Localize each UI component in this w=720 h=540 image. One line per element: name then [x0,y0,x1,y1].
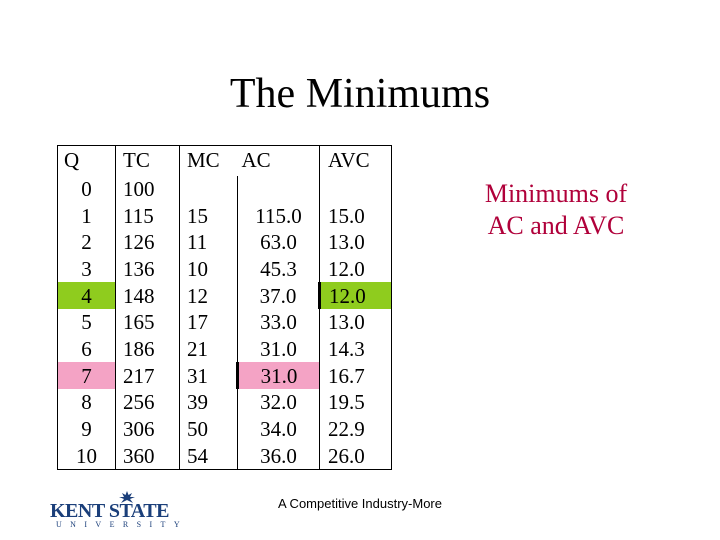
logo-flame-icon [119,491,135,503]
cell-q: 4 [57,282,116,310]
cell-ac: 31.0 [237,335,320,363]
cell-avc: 15.0 [319,202,392,230]
cell-q: 0 [57,175,116,203]
cell-q: 10 [57,442,116,471]
header-tc: TC [115,144,180,176]
cell-avc: 12.0 [319,255,392,283]
cell-avc: 19.5 [319,388,392,416]
cell-tc: 115 [115,202,180,230]
cell-tc: 100 [115,175,180,203]
cell-mc: 50 [179,415,238,443]
cell-ac: 33.0 [237,309,320,336]
cell-mc: 21 [179,335,238,363]
logo-wordmark: KENT STATE [50,500,169,522]
slide-title: The Minimums [229,71,491,117]
table-row: 10 360 54 36.0 26.0 [57,442,392,471]
header-mc: MC [179,144,238,176]
cell-tc: 186 [115,335,180,363]
table-row: 1 115 15 115.0 15.0 [57,202,392,230]
cell-tc: 148 [115,282,180,310]
cell-mc: 54 [179,442,238,471]
cell-q: 1 [57,202,116,230]
cell-avc [319,175,392,203]
slide-footer: A Competitive Industry-More [277,496,442,511]
table-row: 7 217 31 31.0 16.7 [57,362,392,389]
cost-table: Q TC MC AC AVC 0 100 1 115 15 115.0 15.0 2 126 11… [57,144,392,471]
cell-mc: 31 [179,362,238,389]
cell-avc: 12.0 [318,282,392,310]
cell-ac: 36.0 [237,442,320,471]
cell-q: 9 [57,415,116,443]
cell-avc: 14.3 [319,335,392,363]
table-row: 2 126 11 63.0 13.0 [57,229,392,256]
cell-avc: 26.0 [319,442,392,471]
table-row: 4 148 12 37.0 12.0 [57,282,392,310]
cell-ac [237,175,320,203]
cell-mc: 15 [179,202,238,230]
cell-mc: 17 [179,309,238,336]
cell-mc: 10 [179,255,238,283]
cell-q: 6 [57,335,116,363]
header-avc: AVC [319,144,392,176]
table-row: 5 165 17 33.0 13.0 [57,309,392,336]
cell-q: 3 [57,255,116,283]
logo-subtitle: UNIVERSITY [56,520,188,529]
cell-q: 7 [57,362,116,389]
cell-ac: 34.0 [237,415,320,443]
cell-mc: 39 [179,388,238,416]
cell-avc: 13.0 [319,229,392,256]
table-row: 3 136 10 45.3 12.0 [57,255,392,283]
cell-tc: 217 [115,362,180,389]
cell-ac: 37.0 [237,282,320,310]
kent-state-logo: KENT STATE UNIVERSITY [50,490,188,530]
cell-mc: 12 [179,282,238,310]
header-q: Q [57,144,116,176]
table-row: 6 186 21 31.0 14.3 [57,335,392,363]
cell-tc: 165 [115,309,180,336]
cell-ac: 63.0 [237,229,320,256]
cost-table-container: Q TC MC AC AVC 0 100 1 115 15 115.0 15.0 2 126 11… [57,144,392,471]
cell-tc: 126 [115,229,180,256]
cell-tc: 306 [115,415,180,443]
table-row: 0 100 [57,175,392,203]
cell-tc: 136 [115,255,180,283]
cell-tc: 256 [115,388,180,416]
cell-ac: 45.3 [237,255,320,283]
cell-avc: 22.9 [319,415,392,443]
cell-ac: 31.0 [236,362,320,389]
cell-avc: 16.7 [319,362,392,389]
cell-ac: 32.0 [237,388,320,416]
cell-tc: 360 [115,442,180,471]
header-ac: AC [237,144,320,176]
table-row: 8 256 39 32.0 19.5 [57,388,392,416]
cell-ac: 115.0 [237,202,320,230]
minimums-note: Minimums of AC and AVC [484,179,628,240]
table-header-row: Q TC MC AC AVC [57,144,392,176]
cell-q: 5 [57,309,116,336]
cell-mc: 11 [179,229,238,256]
cell-mc [179,175,238,203]
cell-q: 2 [57,229,116,256]
cell-avc: 13.0 [319,309,392,336]
cell-q: 8 [57,388,116,416]
table-row: 9 306 50 34.0 22.9 [57,415,392,443]
